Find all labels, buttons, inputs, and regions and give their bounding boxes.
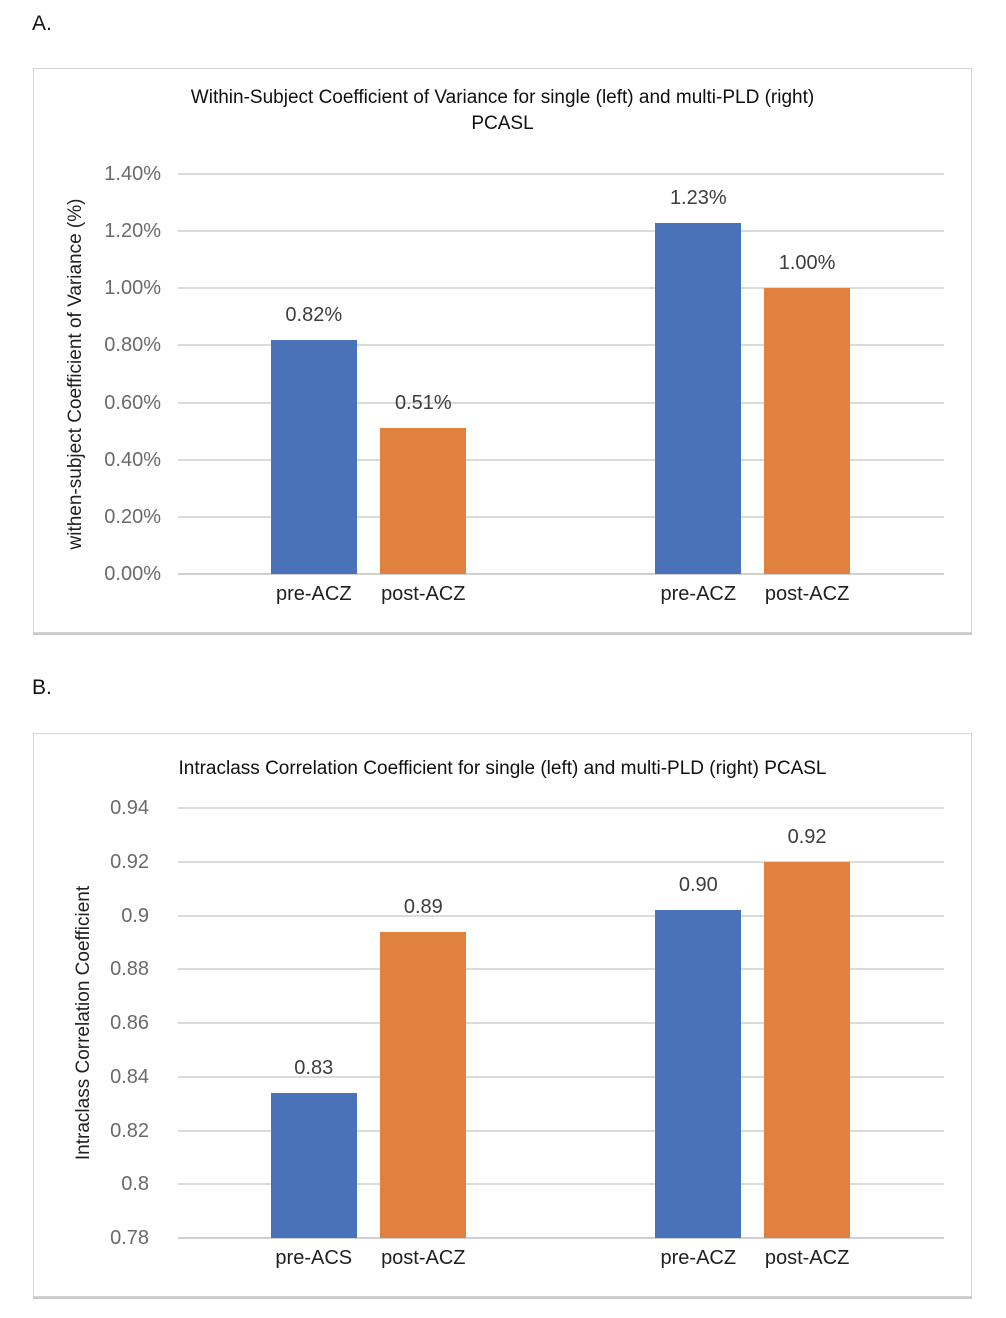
gridline xyxy=(178,1183,944,1186)
y-tick-label: 0.9 xyxy=(121,904,149,927)
bar-post-ACZ xyxy=(380,931,467,1238)
y-tick-label: 0.20% xyxy=(104,505,161,528)
bar-value-label: 0.89 xyxy=(403,895,443,918)
bar-value-label: 0.92 xyxy=(787,825,827,848)
y-axis-ticks: 0.94 0.92 0.9 0.88 0.86 0.84 0.82 0.8 0.78 xyxy=(34,798,149,1248)
bar-pre-ACZ xyxy=(655,910,742,1238)
y-tick-label: 0.86 xyxy=(110,1012,149,1034)
gridline xyxy=(178,1022,944,1024)
gridline xyxy=(178,458,944,461)
y-tick-label: 0.80% xyxy=(104,334,161,357)
gridline xyxy=(178,230,944,233)
y-tick-label: 1.20% xyxy=(104,220,161,243)
plot-area: 0.82% pre-ACZ 0.51% post-ACZ 1.23% pre-ACZ 1.0… xyxy=(178,173,944,604)
x-category-label: post-ACZ xyxy=(381,1247,466,1269)
bar-post-ACZ xyxy=(763,288,851,574)
chart-title-line: Intraclass Correlation Coefficient for s… xyxy=(178,758,827,779)
bar-value-label: 0.83 xyxy=(294,1056,334,1079)
chart-title-line: PCASL xyxy=(471,113,534,134)
chart-title: Intraclass Correlation Coefficient for s… xyxy=(34,756,971,782)
panel-a-label: A. xyxy=(32,12,52,35)
y-tick-label: 0.8 xyxy=(121,1173,149,1196)
y-tick-label: 0.82 xyxy=(110,1119,149,1142)
bar-value-label: 1.23% xyxy=(669,186,727,209)
y-tick-label: 0.00% xyxy=(104,563,161,585)
gridline xyxy=(178,401,944,404)
y-tick-label: 0.92 xyxy=(110,850,149,873)
y-axis-ticks: 1.40% 1.20% 1.00% 0.80% 0.60% 0.40% 0.20% 0.00% xyxy=(34,164,161,584)
gridline xyxy=(178,1075,944,1078)
x-axis-line xyxy=(178,1237,944,1239)
chart-panel-a: Within-Subject Coefficient of Variance f… xyxy=(33,68,972,633)
x-category-label: post-ACZ xyxy=(381,583,466,605)
chart-panel-b: Intraclass Correlation Coefficient for s… xyxy=(33,733,972,1297)
y-tick-label: 0.88 xyxy=(110,958,149,981)
chart-title: Within-Subject Coefficient of Variance f… xyxy=(34,85,971,137)
gridline xyxy=(178,173,944,175)
y-tick-label: 1.00% xyxy=(104,277,161,300)
bar-value-label: 1.00% xyxy=(778,252,836,275)
bar-post-ACZ xyxy=(380,428,467,574)
y-tick-label: 0.84 xyxy=(110,1065,149,1088)
x-category-label: pre-ACS xyxy=(275,1247,353,1269)
gridline xyxy=(178,807,944,809)
gridline xyxy=(178,914,944,917)
y-tick-label: 0.94 xyxy=(110,797,149,819)
x-axis-line xyxy=(178,573,944,575)
plot-area: 0.83 pre-ACS 0.89 post-ACZ 0.90 pre-ACZ 0.92 po… xyxy=(178,807,944,1268)
gridline xyxy=(178,344,944,347)
bar-pre-ACS xyxy=(270,1092,357,1238)
x-category-label: pre-ACZ xyxy=(660,1247,737,1269)
gridline xyxy=(178,968,944,971)
gridline xyxy=(178,515,944,518)
bar-value-label: 0.90 xyxy=(678,874,718,897)
bar-value-label: 0.82% xyxy=(285,303,343,326)
x-category-label: post-ACZ xyxy=(764,1247,850,1269)
y-tick-label: 0.78 xyxy=(110,1227,149,1249)
chart-title-line: Within-Subject Coefficient of Variance f… xyxy=(190,87,815,108)
x-category-label: pre-ACZ xyxy=(275,583,352,605)
gridline xyxy=(178,287,944,290)
x-category-label: pre-ACZ xyxy=(660,583,737,605)
y-tick-label: 0.60% xyxy=(104,391,161,414)
gridline xyxy=(178,1129,944,1132)
y-tick-label: 1.40% xyxy=(104,163,161,185)
y-tick-label: 0.40% xyxy=(104,448,161,471)
bar-pre-ACZ xyxy=(655,222,742,574)
gridline xyxy=(178,860,944,863)
bar-post-ACZ xyxy=(763,861,851,1238)
bar-pre-ACZ xyxy=(270,339,357,574)
panel-b-label: B. xyxy=(32,676,52,699)
bar-value-label: 0.51% xyxy=(394,392,452,415)
x-category-label: post-ACZ xyxy=(764,583,850,605)
